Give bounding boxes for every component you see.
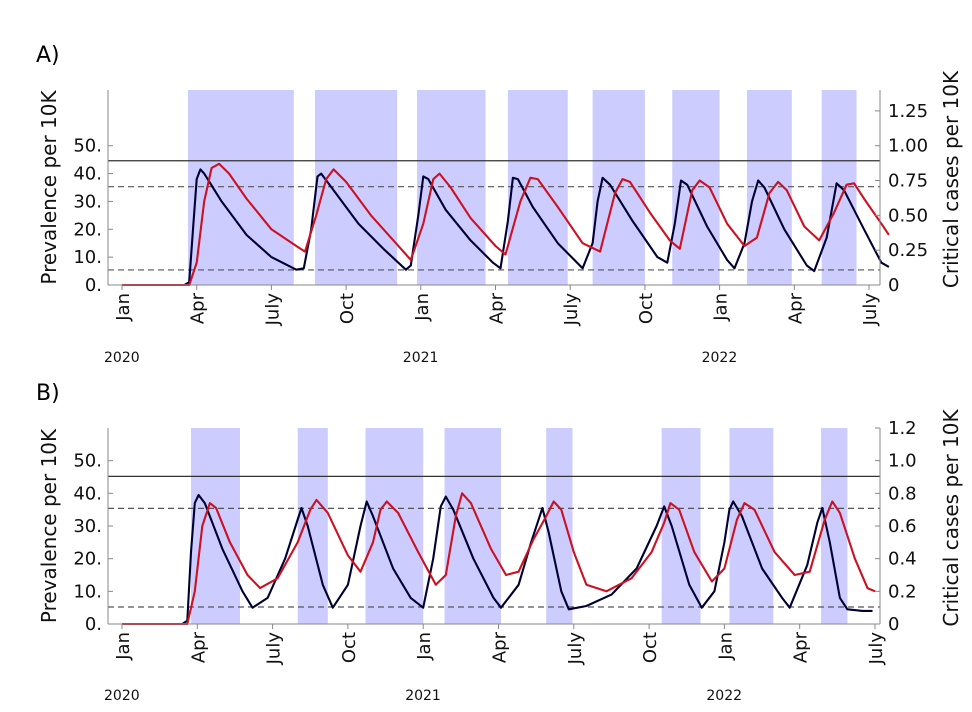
panel-a-ytick-label-5: 50. — [73, 136, 102, 157]
panel-a-right-ticks: 0 0.25 0.50 0.75 1.00 1.25 — [875, 101, 928, 296]
panel-b-shade-5 — [661, 428, 701, 624]
panel-b-xtick-label-7: Oct — [640, 632, 661, 663]
panel-b-xtick-label-6: July — [565, 632, 586, 666]
panel-b-series-1 — [122, 492, 876, 626]
panel-b-xtick-label-5: Apr — [490, 631, 511, 663]
panel-a-year-label-2: 2022 — [702, 350, 738, 366]
panel-b-xtick-label-0: Jan — [113, 632, 134, 661]
panel-b-year-label-2: 2022 — [706, 688, 742, 704]
panel-b-label: B) — [36, 381, 60, 406]
panel-a-label: A) — [36, 43, 60, 68]
panel-a-ytick-label-2: 20. — [73, 219, 102, 240]
panel-b-shade-2 — [365, 428, 424, 624]
panel-a-y2tick-label-4: 1.00 — [888, 136, 928, 157]
panel-b-shade-1 — [297, 428, 328, 624]
panel-b-left-ticks: 0. 10. 20. 30. 40. 50. — [73, 451, 113, 635]
panel-a-xtick-label-5: Apr — [487, 292, 508, 324]
panel-b-year-label-0: 2020 — [104, 688, 140, 704]
panel-a-ytick-label-0: 0. — [85, 275, 102, 296]
panel-a-xtick-label-2: July — [262, 293, 283, 327]
panel-a-y2label: Critical cases per 10K — [939, 70, 963, 288]
panel-a-axes — [107, 90, 881, 286]
panel-b-shade-0 — [191, 428, 240, 624]
panel-a-left-ticks: 0. 10. 20. 30. 40. 50. — [73, 136, 113, 296]
panel-a-xtick-label-4: Jan — [412, 293, 433, 322]
panel-a-year-labels: 2020 2021 2022 — [104, 350, 737, 366]
panel-a-y2tick-label-0: 0 — [888, 275, 899, 296]
panel-b-ytick-label-2: 20. — [73, 549, 102, 570]
panel-a-month-ticks: Jan Apr July Oct Jan Apr July Oct Jan Apr July — [113, 285, 881, 326]
panel-b-y2tick-label-2: 0.4 — [888, 549, 917, 570]
panel-a-y2tick-label-1: 0.25 — [888, 240, 928, 261]
panel-b-xtick-label-3: Oct — [339, 632, 360, 663]
panel-b-xtick-label-1: Apr — [188, 631, 209, 663]
panel-b-year-labels: 2020 2021 2022 — [104, 688, 742, 704]
panel-b: B) 0. 10. 20. 30. 40. 50. 0 0.2 0.4 0.6 0.8 1.0 1.2… — [36, 381, 963, 704]
panel-a-xtick-label-6: July — [561, 293, 582, 327]
panel-a: A) 0. 10. 20. 30. 40. 50. 0 0.25 0.50 0.75 1.00 1.… — [36, 43, 963, 366]
panel-b-y2tick-label-3: 0.6 — [888, 516, 917, 537]
panel-b-xtick-label-8: Jan — [715, 632, 736, 661]
panel-b-ytick-label-1: 10. — [73, 581, 102, 602]
panel-a-shade-7 — [821, 90, 857, 285]
panel-a-ytick-label-4: 40. — [73, 164, 102, 185]
panel-b-right-ticks: 0 0.2 0.4 0.6 0.8 1.0 1.2 — [875, 418, 917, 635]
panel-b-y2tick-label-6: 1.2 — [888, 418, 917, 439]
panel-a-series — [122, 162, 890, 287]
panel-b-y2tick-label-4: 0.8 — [888, 483, 917, 504]
panel-a-xtick-label-3: Oct — [337, 293, 358, 324]
panel-a-y2tick-label-5: 1.25 — [888, 101, 928, 122]
panel-a-xtick-label-0: Jan — [113, 293, 134, 322]
panel-a-y2tick-label-3: 0.75 — [888, 171, 928, 192]
panel-b-xtick-label-9: Apr — [791, 631, 812, 663]
panel-b-ylabel: Prevalence per 10K — [37, 428, 61, 623]
panel-a-y2tick-label-2: 0.50 — [888, 205, 928, 226]
panel-a-year-label-1: 2021 — [403, 350, 439, 366]
panel-b-year-label-1: 2021 — [405, 688, 441, 704]
panel-b-ytick-label-5: 50. — [73, 451, 102, 472]
panel-a-year-label-0: 2020 — [104, 350, 140, 366]
panel-b-xtick-label-10: July — [866, 632, 887, 666]
panel-a-xtick-label-1: Apr — [188, 292, 209, 324]
panel-b-ytick-label-4: 40. — [73, 483, 102, 504]
panel-a-xtick-label-8: Jan — [711, 293, 732, 322]
panel-b-xtick-label-2: July — [264, 632, 285, 666]
panel-a-ytick-label-1: 10. — [73, 247, 102, 268]
panel-b-ytick-label-0: 0. — [85, 614, 102, 635]
panel-b-shade-6 — [729, 428, 774, 624]
panel-b-shade-4 — [546, 428, 573, 624]
panel-b-y2tick-label-0: 0 — [888, 614, 899, 635]
panel-b-y2tick-label-5: 1.0 — [888, 451, 917, 472]
panel-a-xtick-label-7: Oct — [636, 293, 657, 324]
panel-b-series-0 — [122, 493, 873, 626]
panel-a-ytick-label-3: 30. — [73, 191, 102, 212]
panel-a-ylabel: Prevalence per 10K — [37, 90, 61, 285]
panel-b-y2label: Critical cases per 10K — [939, 409, 963, 627]
panel-a-reference-lines — [108, 160, 880, 271]
panel-a-shade-1 — [314, 90, 398, 285]
panel-a-series-1 — [122, 162, 890, 287]
panel-a-shade-3 — [507, 90, 568, 285]
panel-b-series — [122, 492, 876, 626]
panel-a-xtick-label-10: July — [860, 293, 881, 327]
panel-a-series-0 — [122, 168, 890, 287]
panel-b-xtick-label-4: Jan — [414, 632, 435, 661]
panel-b-month-ticks: Jan Apr July Oct Jan Apr July Oct Jan Apr July — [113, 624, 887, 665]
panel-b-shaded-periods — [191, 428, 848, 624]
panel-b-y2tick-label-1: 0.2 — [888, 581, 917, 602]
panel-a-shade-0 — [187, 90, 294, 285]
panel-a-xtick-label-9: Apr — [785, 292, 806, 324]
panel-b-ytick-label-3: 30. — [73, 516, 102, 537]
